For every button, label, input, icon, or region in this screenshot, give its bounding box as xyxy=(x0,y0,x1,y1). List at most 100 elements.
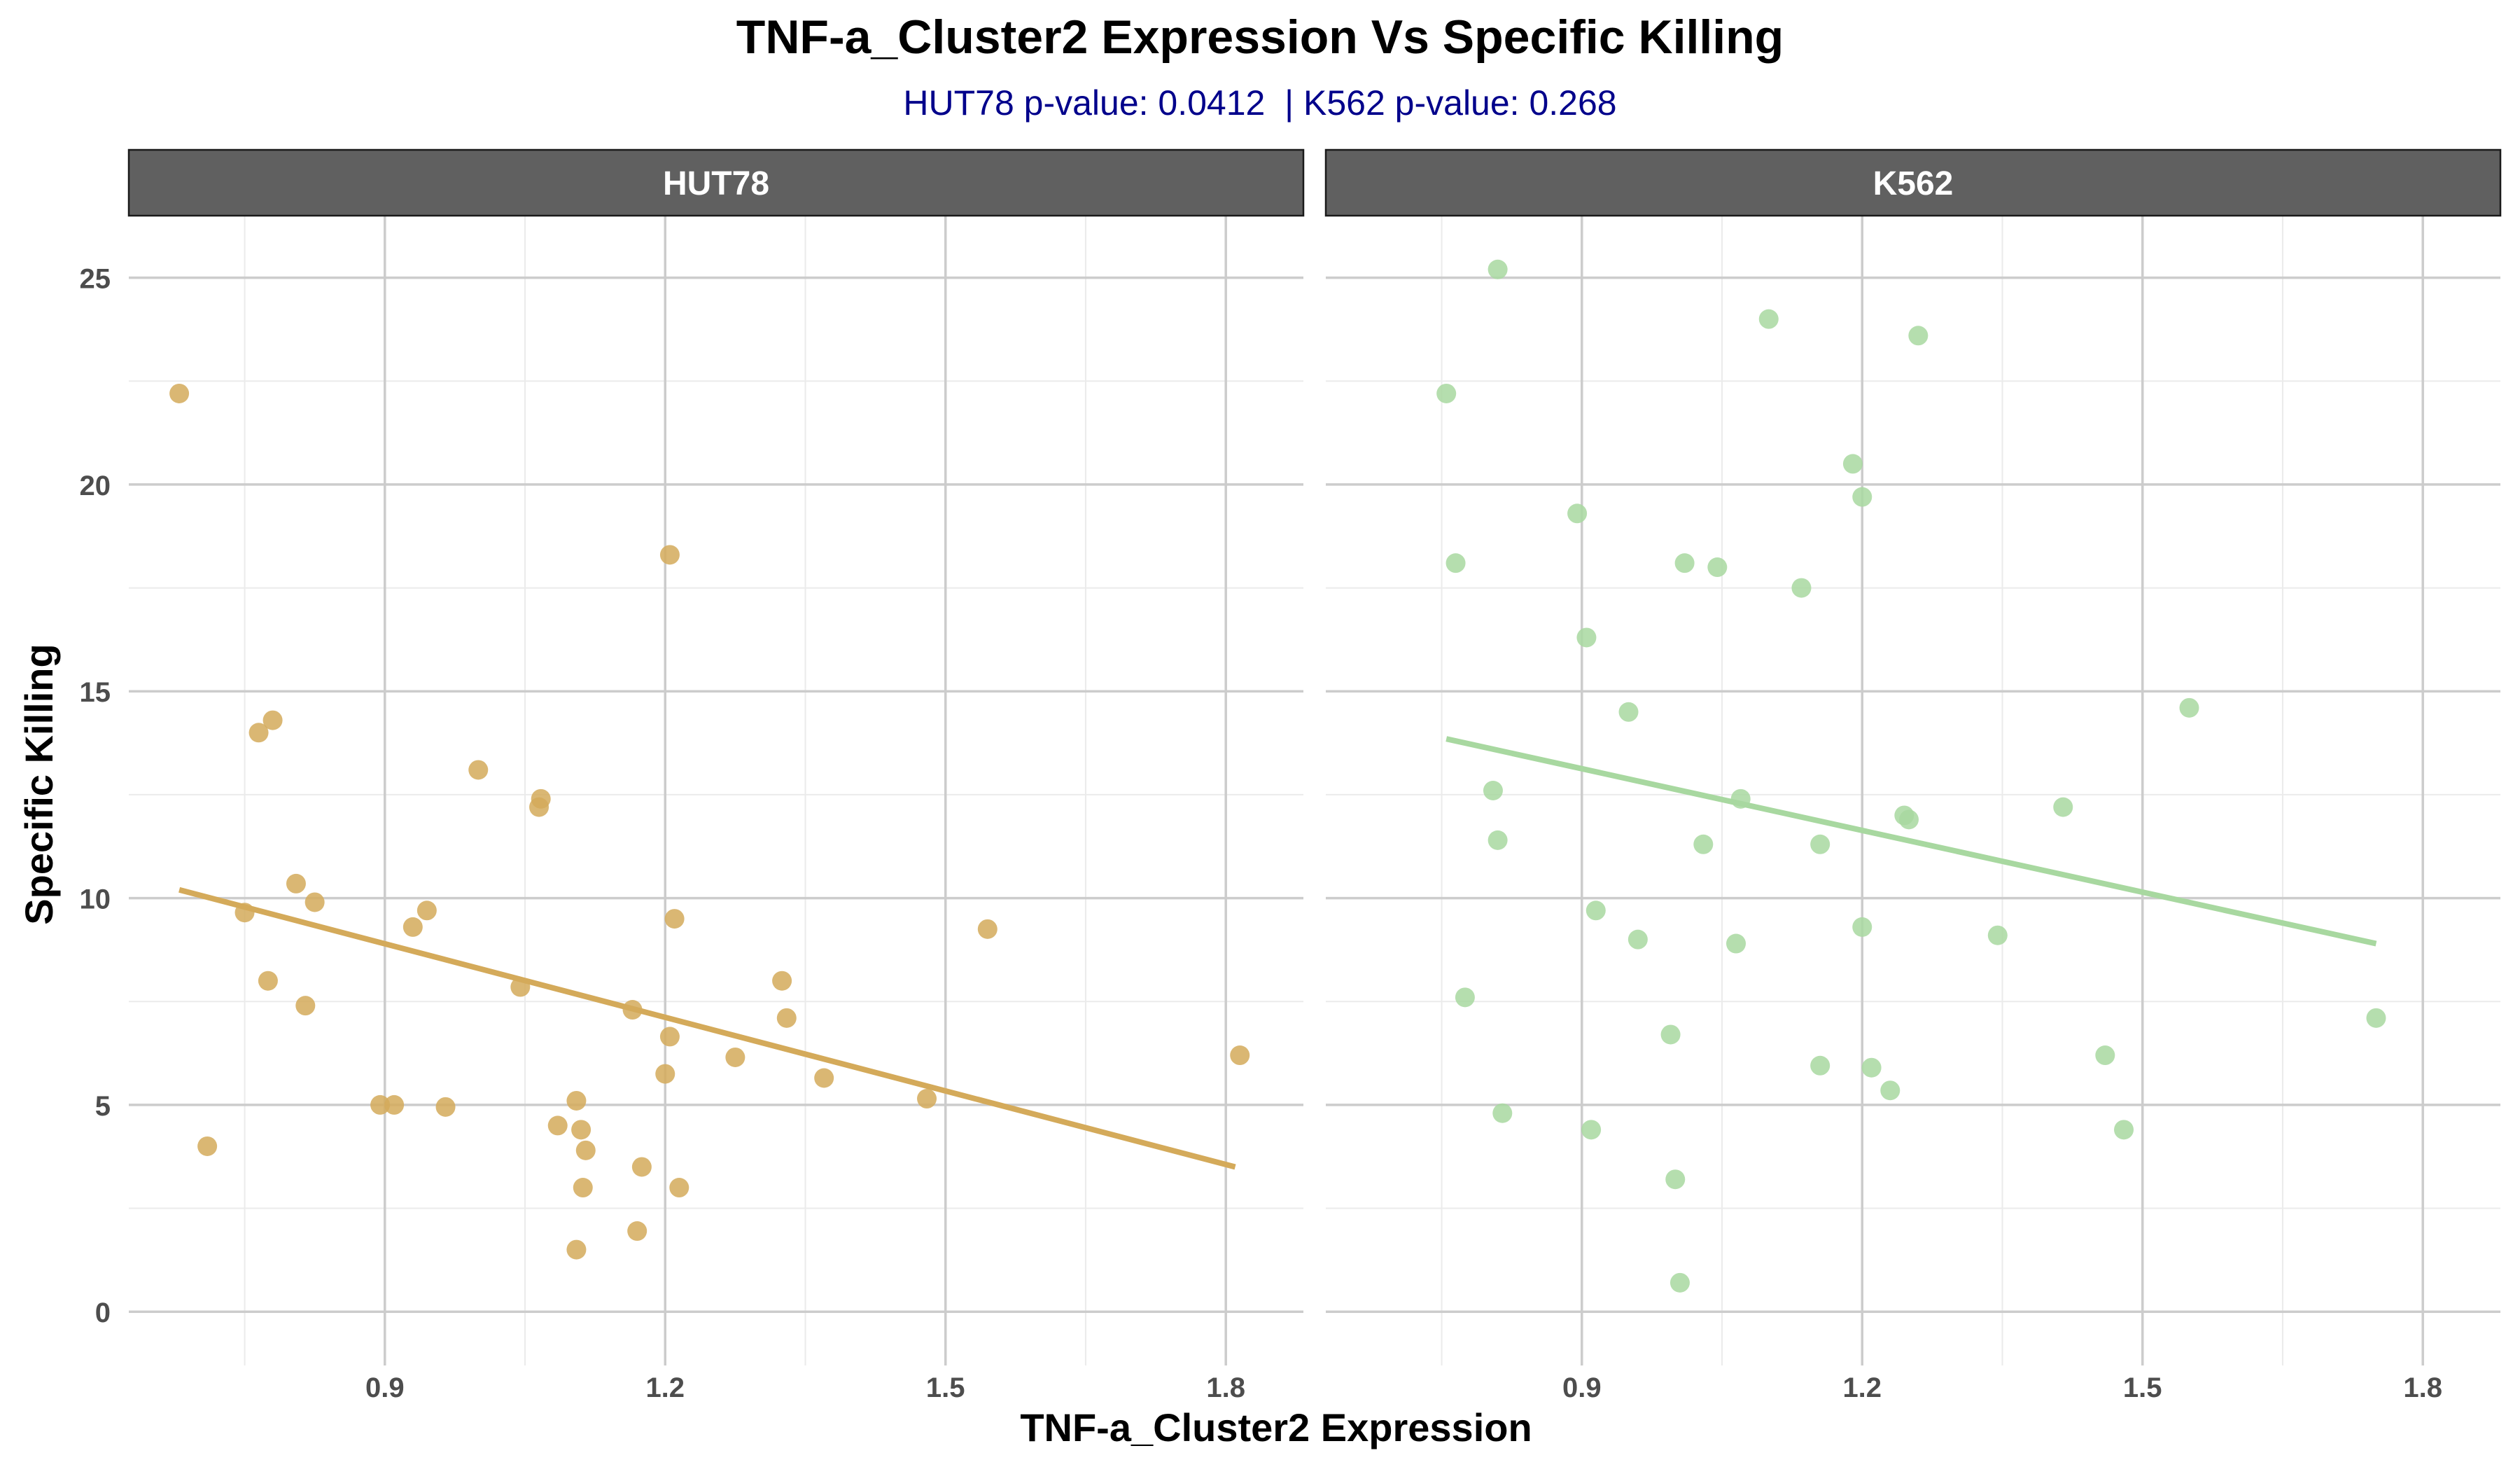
data-point xyxy=(977,919,997,939)
panel-k562: K562 0.9 1.2 1.5 1.8 xyxy=(1324,148,2502,1403)
data-point xyxy=(402,917,423,937)
y-tick-label: 15 xyxy=(80,677,111,708)
data-point xyxy=(1861,1057,1882,1078)
data-point xyxy=(669,1178,690,1198)
data-point xyxy=(1576,627,1597,648)
data-point xyxy=(1852,917,1872,937)
data-point xyxy=(814,1068,834,1088)
data-point xyxy=(416,901,437,921)
data-point xyxy=(1455,987,1475,1008)
data-point xyxy=(468,760,489,780)
data-point xyxy=(1758,309,1779,329)
data-point xyxy=(655,1064,676,1084)
x-tick-label: 1.8 xyxy=(1206,1372,1245,1403)
data-point xyxy=(1674,553,1695,573)
data-point xyxy=(566,1239,587,1260)
facet-strip-k562 xyxy=(1324,148,2502,217)
data-point xyxy=(1810,834,1830,854)
data-point xyxy=(575,1140,596,1160)
data-point xyxy=(566,1090,587,1111)
data-point xyxy=(295,996,316,1016)
x-tick-label: 1.8 xyxy=(2403,1372,2442,1403)
data-point xyxy=(435,1097,456,1117)
data-point xyxy=(1707,557,1728,578)
data-point xyxy=(631,1157,652,1177)
data-point xyxy=(627,1221,648,1242)
data-point xyxy=(1791,578,1812,598)
x-tick-label: 0.9 xyxy=(1562,1372,1602,1403)
data-point xyxy=(1987,925,2008,945)
data-point xyxy=(659,1027,680,1047)
data-point xyxy=(1567,503,1588,524)
trend-line xyxy=(178,887,1236,1170)
data-point xyxy=(1810,1055,1830,1076)
chart-title: TNF-a_Cluster2 Expression Vs Specific Ki… xyxy=(736,11,1784,64)
y-tick-label: 20 xyxy=(80,471,111,501)
data-point xyxy=(1483,781,1503,800)
data-point xyxy=(1665,1169,1686,1190)
data-point xyxy=(169,383,190,403)
x-tick-label: 1.5 xyxy=(926,1372,965,1403)
data-point xyxy=(1446,553,1466,573)
data-point xyxy=(1880,1080,1900,1101)
data-point xyxy=(197,1136,218,1156)
data-point xyxy=(1628,929,1648,950)
data-point xyxy=(1842,454,1863,474)
data-point xyxy=(547,1115,568,1136)
data-point xyxy=(1488,830,1508,850)
data-point xyxy=(2053,797,2073,817)
x-tick-label: 0.9 xyxy=(365,1372,405,1403)
y-axis-label: Specific Killing xyxy=(17,644,61,924)
data-point xyxy=(573,1178,593,1198)
data-point xyxy=(304,892,325,912)
data-point xyxy=(384,1094,405,1115)
data-point xyxy=(1230,1045,1250,1066)
data-point xyxy=(286,873,306,894)
data-point xyxy=(2095,1045,2115,1066)
data-point xyxy=(1908,326,1928,346)
data-point xyxy=(2366,1008,2386,1028)
data-point xyxy=(248,723,269,743)
data-point xyxy=(772,971,792,991)
y-tick-label: 10 xyxy=(80,884,111,915)
facet-strip-label: K562 xyxy=(1873,165,1954,202)
x-axis-label: TNF-a_Cluster2 Expression xyxy=(1020,1405,1532,1449)
data-point xyxy=(1488,259,1508,279)
y-tick-label: 0 xyxy=(95,1298,111,1328)
data-point xyxy=(1581,1120,1602,1140)
y-tick-label: 25 xyxy=(80,264,111,295)
data-point xyxy=(1670,1272,1690,1293)
data-point xyxy=(917,1089,937,1109)
data-point xyxy=(1852,487,1872,507)
data-point xyxy=(1693,834,1714,854)
facet-strip-label: HUT78 xyxy=(663,165,769,202)
data-point xyxy=(1586,901,1606,921)
data-point xyxy=(664,909,685,929)
x-tick-label: 1.2 xyxy=(645,1372,685,1403)
data-point xyxy=(1726,933,1746,954)
panel-hut78: HUT78 0.9 1.2 1.5 1.8 xyxy=(127,148,1305,1403)
data-point xyxy=(2114,1120,2134,1140)
data-point xyxy=(571,1120,592,1140)
panels-group: 0 5 10 15 20 25 HUT78 0.9 1.2 1.5 1.8 K562 0.9 1.2 1.5… xyxy=(80,148,2502,1403)
x-tick-label: 1.2 xyxy=(1842,1372,1882,1403)
x-tick-label: 1.5 xyxy=(2123,1372,2162,1403)
data-point xyxy=(370,1094,391,1115)
data-point xyxy=(776,1008,797,1028)
chart-subtitle: HUT78 p-value: 0.0412 | K562 p-value: 0.… xyxy=(903,83,1616,123)
trend-line xyxy=(1446,736,2377,947)
data-point xyxy=(1436,383,1457,403)
data-point xyxy=(725,1047,746,1067)
y-tick-label: 5 xyxy=(95,1091,111,1122)
data-point xyxy=(1492,1103,1513,1123)
data-point xyxy=(2179,697,2199,718)
data-point xyxy=(659,545,680,565)
data-point xyxy=(1660,1024,1681,1045)
data-point xyxy=(1618,702,1639,722)
data-point xyxy=(1898,809,1919,830)
data-point xyxy=(262,710,283,730)
data-point xyxy=(258,971,278,991)
facet-strip-hut78 xyxy=(127,148,1305,217)
